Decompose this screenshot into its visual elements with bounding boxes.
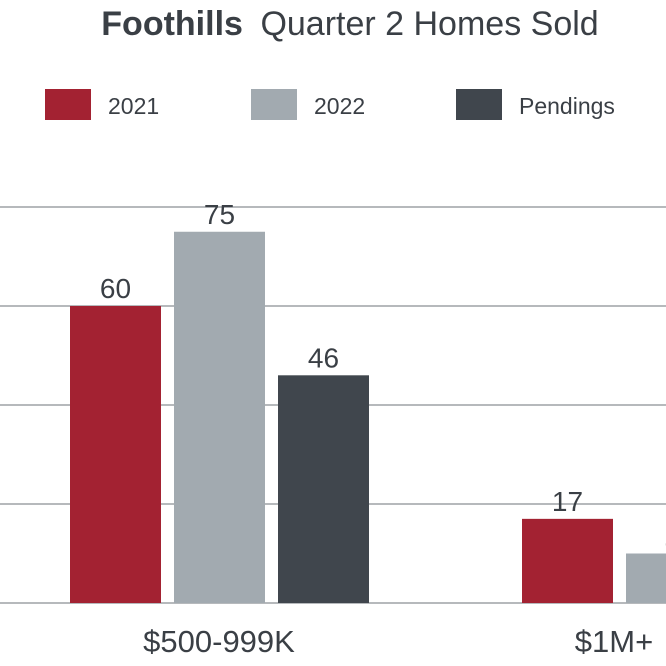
bars xyxy=(70,231,666,603)
data-label: 1 xyxy=(664,521,666,552)
legend: 2021 2022 Pendings xyxy=(45,89,615,120)
chart-title-rest: Quarter 2 Homes Sold xyxy=(260,5,598,43)
chart-title-bold: Foothills xyxy=(101,5,243,43)
data-label: 60 xyxy=(100,273,131,304)
chart-title: Foothills Quarter 2 Homes Sold xyxy=(101,5,598,43)
bar xyxy=(626,553,666,603)
legend-swatch-1 xyxy=(251,89,297,120)
data-label: 46 xyxy=(308,342,339,373)
legend-label-0: 2021 xyxy=(108,93,159,119)
data-label: 75 xyxy=(204,199,235,230)
data-label: 17 xyxy=(552,486,583,517)
x-axis-ticks: $500-999K $1M+ xyxy=(143,624,653,659)
bar xyxy=(278,375,369,603)
bar xyxy=(522,518,613,603)
x-tick-label: $500-999K xyxy=(143,624,295,659)
x-tick-label: $1M+ xyxy=(575,624,653,659)
legend-swatch-2 xyxy=(456,89,502,120)
bar xyxy=(174,231,265,603)
legend-label-2: Pendings xyxy=(519,93,615,119)
bar xyxy=(70,306,161,603)
legend-label-1: 2022 xyxy=(314,93,365,119)
value-labels: 60 17 75 1 46 xyxy=(100,199,666,552)
legend-swatch-0 xyxy=(45,89,91,120)
